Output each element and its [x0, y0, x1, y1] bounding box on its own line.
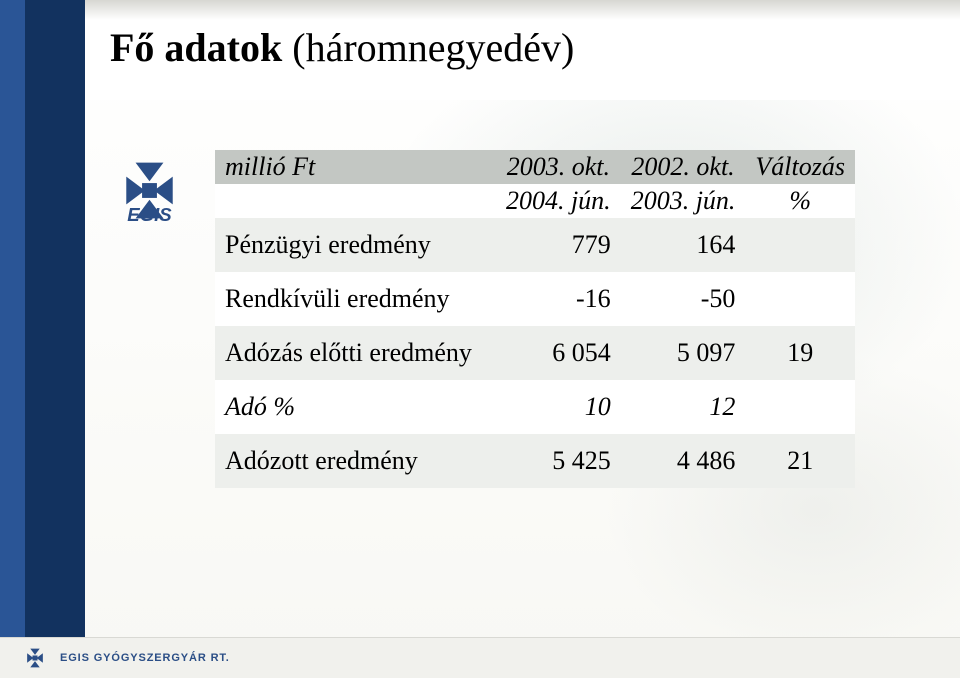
page-title: Fő adatok (háromnegyedév)	[110, 24, 574, 71]
row-label: Adó %	[215, 380, 496, 434]
table-row: Adó %1012	[215, 380, 855, 434]
table-header-row-1: millió Ft 2003. okt. 2002. okt. Változás	[215, 150, 855, 184]
row-change-pct: 21	[745, 434, 855, 488]
row-value-period2: 12	[621, 380, 746, 434]
egis-logo-icon: EGIS	[102, 158, 197, 223]
row-change-pct	[745, 218, 855, 272]
sidebar-stripe-dark	[25, 0, 85, 637]
row-label: Adózott eredmény	[215, 434, 496, 488]
table-row: Pénzügyi eredmény779164	[215, 218, 855, 272]
title-band-shade	[85, 0, 960, 20]
row-label: Pénzügyi eredmény	[215, 218, 496, 272]
footer-company-name: EGIS GYÓGYSZERGYÁR RT.	[60, 652, 230, 664]
row-value-period2: 164	[621, 218, 746, 272]
row-label: Adózás előtti eredmény	[215, 326, 496, 380]
header-col-2b: 2003. jún.	[621, 184, 746, 218]
row-value-period1: -16	[496, 272, 621, 326]
table-body: Pénzügyi eredmény779164Rendkívüli eredmé…	[215, 218, 855, 488]
table-row: Adózás előtti eredmény6 0545 09719	[215, 326, 855, 380]
row-change-pct	[745, 380, 855, 434]
header-label-2	[215, 184, 496, 218]
data-table: millió Ft 2003. okt. 2002. okt. Változás…	[215, 150, 855, 488]
row-value-period2: -50	[621, 272, 746, 326]
row-value-period2: 4 486	[621, 434, 746, 488]
svg-text:EGIS: EGIS	[127, 204, 172, 223]
row-value-period1: 5 425	[496, 434, 621, 488]
row-value-period1: 10	[496, 380, 621, 434]
table-header-row-2: 2004. jún. 2003. jún. %	[215, 184, 855, 218]
header-col-1a: 2003. okt.	[496, 150, 621, 184]
row-value-period2: 5 097	[621, 326, 746, 380]
row-value-period1: 6 054	[496, 326, 621, 380]
sidebar-decoration	[0, 0, 85, 637]
row-label: Rendkívüli eredmény	[215, 272, 496, 326]
footer-bar: EGIS GYÓGYSZERGYÁR RT.	[0, 637, 960, 678]
row-change-pct	[745, 272, 855, 326]
table-row: Rendkívüli eredmény-16-50	[215, 272, 855, 326]
row-value-period1: 779	[496, 218, 621, 272]
footer-logo-icon	[18, 647, 52, 669]
row-change-pct: 19	[745, 326, 855, 380]
header-label: millió Ft	[215, 150, 496, 184]
header-col-1b: 2004. jún.	[496, 184, 621, 218]
header-col-3a: Változás	[745, 150, 855, 184]
financial-table: millió Ft 2003. okt. 2002. okt. Változás…	[215, 150, 855, 488]
page-title-main: Fő adatok	[110, 25, 282, 70]
page-title-sub: (háromnegyedév)	[282, 25, 574, 70]
company-logo: EGIS	[102, 158, 197, 223]
header-col-2a: 2002. okt.	[621, 150, 746, 184]
table-row: Adózott eredmény5 4254 48621	[215, 434, 855, 488]
sidebar-stripe-light	[0, 0, 25, 637]
header-col-3b: %	[745, 184, 855, 218]
